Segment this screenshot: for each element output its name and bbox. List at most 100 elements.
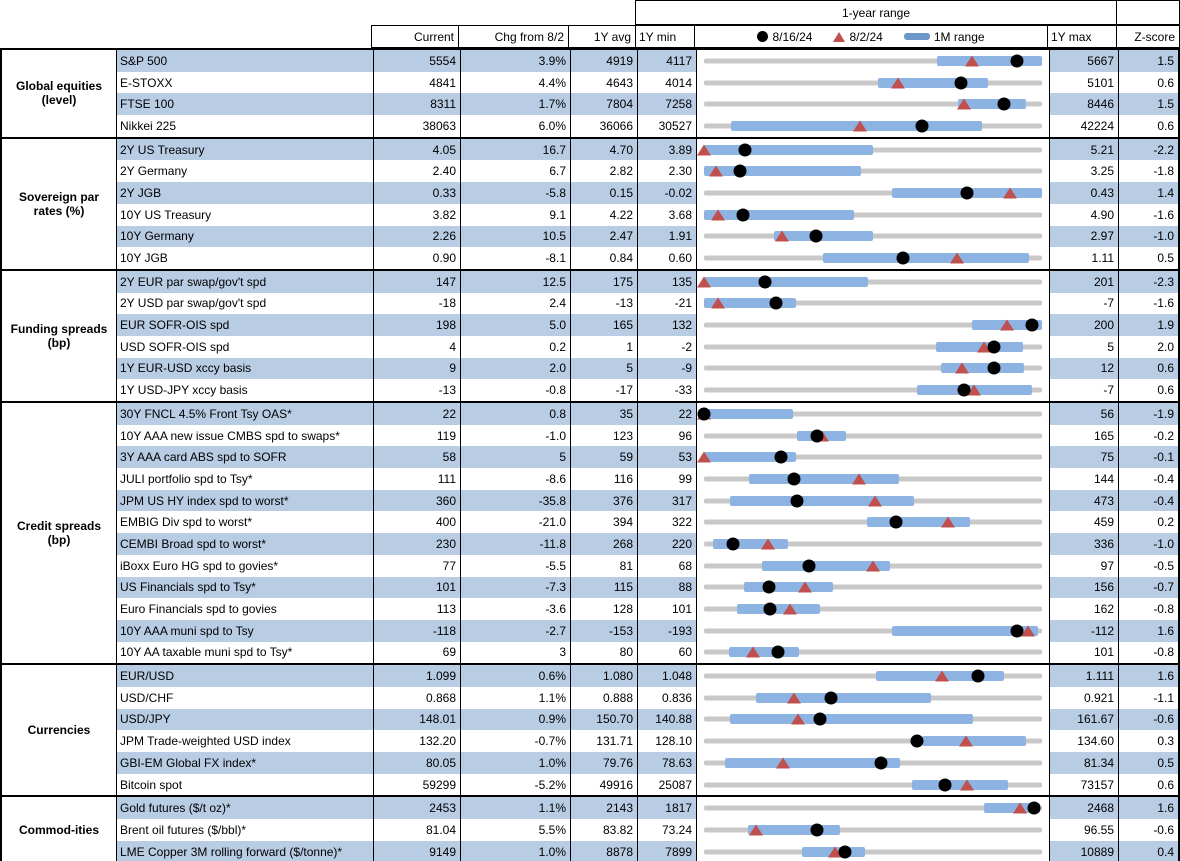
- cell-current: 198: [374, 314, 461, 336]
- table-row: 1Y EUR-USD xccy basis 9 2.0 5 -9 12 0.6: [117, 357, 1178, 380]
- section-rows: S&P 500 5554 3.9% 4919 4117 5667 1.5 E-STOXX 484…: [117, 50, 1178, 137]
- one-month-range-bar: [774, 231, 873, 242]
- cell-1y-avg: 1: [571, 335, 638, 358]
- cell-current: 132.20: [374, 730, 461, 752]
- column-header-current: Current: [371, 25, 459, 48]
- cell-instrument: JULI portfolio spd to Tsy*: [117, 468, 374, 490]
- table-row: EUR/USD 1.099 0.6% 1.080 1.048 1.111 1.6: [117, 665, 1178, 687]
- cell-1y-max: 42224: [1050, 115, 1119, 137]
- cell-current: 360: [374, 489, 461, 512]
- cell-1y-max: 0.43: [1050, 182, 1119, 204]
- cell-z-score: 1.6: [1119, 619, 1178, 642]
- cell-chg: -35.8: [461, 489, 571, 512]
- range-track: [704, 533, 1042, 555]
- section: Currencies EUR/USD 1.099 0.6% 1.080 1.048 1.11…: [2, 663, 1178, 796]
- cell-instrument: EUR SOFR-OIS spd: [117, 314, 374, 336]
- one-month-range-bar: [749, 473, 900, 484]
- range-track: [697, 403, 1042, 425]
- prev-date-triangle-icon: [697, 144, 711, 156]
- one-year-range-line: [704, 322, 1042, 328]
- range-chart: [697, 489, 1050, 512]
- range-track: [704, 379, 1042, 401]
- cell-z-score: -1.6: [1119, 292, 1178, 315]
- cell-1y-avg: 4.22: [571, 203, 638, 226]
- range-track: [704, 468, 1042, 490]
- cell-instrument: GBI-EM Global FX index*: [117, 752, 374, 774]
- table-row: USD/CHF 0.868 1.1% 0.888 0.836 0.921 -1.1: [117, 686, 1178, 709]
- cell-current: 4: [374, 335, 461, 358]
- cell-z-score: 0.6: [1119, 71, 1178, 94]
- table-row: EUR SOFR-OIS spd 198 5.0 165 132 200 1.9: [117, 314, 1178, 336]
- cell-1y-max: 5101: [1050, 71, 1119, 94]
- cell-1y-min: 317: [638, 489, 697, 512]
- cell-z-score: 0.3: [1119, 730, 1178, 752]
- one-month-range-bar: [704, 166, 861, 177]
- cell-instrument: 3Y AAA card ABS spd to SOFR: [117, 446, 374, 469]
- current-date-dot-icon: [971, 669, 985, 683]
- cell-chg: 1.1%: [461, 686, 571, 709]
- section-label: Commod-ities: [2, 797, 117, 861]
- cell-z-score: 1.9: [1119, 314, 1178, 336]
- one-year-range-line: [704, 433, 1042, 439]
- cell-1y-min: 73.24: [638, 819, 697, 841]
- cell-current: 111: [374, 468, 461, 490]
- table-row: 10Y JGB 0.90 -8.1 0.84 0.60 1.11 0.5: [117, 247, 1178, 269]
- cell-instrument: 1Y EUR-USD xccy basis: [117, 357, 374, 380]
- section-label: Funding spreads (bp): [2, 270, 117, 401]
- cell-instrument: USD SOFR-OIS spd: [117, 335, 374, 358]
- cell-z-score: -0.8: [1119, 598, 1178, 620]
- cell-instrument: EUR/USD: [117, 665, 374, 687]
- range-track: [704, 490, 1042, 512]
- cell-1y-max: 4.90: [1050, 203, 1119, 226]
- cell-chg: 0.8: [461, 403, 571, 425]
- cell-1y-min: 96: [638, 424, 697, 447]
- prev-date-triangle-icon: [786, 692, 801, 704]
- cell-1y-max: 5667: [1050, 50, 1119, 72]
- current-date-dot-icon: [762, 580, 776, 594]
- table-row: 10Y Germany 2.26 10.5 2.47 1.91 2.97 -1.0: [117, 225, 1178, 248]
- cell-instrument: LME Copper 3M rolling forward ($/tonne)*: [117, 840, 374, 861]
- cell-current: 77: [374, 554, 461, 577]
- column-header-1y-max: 1Y max: [1047, 25, 1117, 48]
- cell-z-score: -0.7: [1119, 576, 1178, 599]
- cell-1y-max: 161.67: [1050, 708, 1119, 731]
- cell-1y-max: 3.25: [1050, 160, 1119, 183]
- cell-1y-avg: 80: [571, 641, 638, 664]
- cell-1y-min: 25087: [638, 773, 697, 796]
- table-row: 3Y AAA card ABS spd to SOFR 58 5 59 53 75 -0.1: [117, 446, 1178, 469]
- cell-1y-avg: 1.080: [571, 665, 638, 687]
- range-track: [704, 204, 1042, 226]
- cell-chg: -11.8: [461, 533, 571, 555]
- range-track: [704, 730, 1042, 752]
- table-row: 2Y EUR par swap/gov't spd 147 12.5 175 135 20…: [117, 270, 1178, 293]
- prev-date-triangle-icon: [746, 646, 761, 658]
- one-year-range-line: [704, 212, 1042, 218]
- cell-1y-avg: -153: [571, 619, 638, 642]
- column-header-1y-min: 1Y min: [635, 25, 695, 48]
- cell-1y-max: 156: [1050, 576, 1119, 599]
- current-date-dot-icon: [915, 119, 929, 133]
- prev-date-triangle-icon: [935, 670, 950, 682]
- cell-chg: 5.0: [461, 314, 571, 336]
- cell-current: 58: [374, 446, 461, 469]
- cell-1y-min: -9: [638, 357, 697, 380]
- cell-1y-avg: 116: [571, 468, 638, 490]
- cell-z-score: 0.5: [1119, 247, 1178, 269]
- cell-current: 4.05: [374, 138, 461, 161]
- cell-1y-max: 5.21: [1050, 138, 1119, 161]
- cell-z-score: -0.1: [1119, 446, 1178, 469]
- prev-date-triangle-icon: [760, 538, 775, 550]
- table-row: JPM US HY index spd to worst* 360 -35.8 376…: [117, 489, 1178, 512]
- cell-1y-avg: 131.71: [571, 730, 638, 752]
- section-label: Sovereign par rates (%): [2, 138, 117, 269]
- cell-instrument: Gold futures ($/t oz)*: [117, 797, 374, 820]
- cell-1y-min: 101: [638, 598, 697, 620]
- cell-current: 8311: [374, 93, 461, 116]
- one-month-range-bar: [823, 253, 1029, 264]
- range-chart: [697, 138, 1050, 161]
- cell-1y-avg: 165: [571, 314, 638, 336]
- cell-1y-min: 4117: [638, 50, 697, 72]
- cell-instrument: 10Y JGB: [117, 247, 374, 269]
- one-year-range-line: [704, 454, 1042, 460]
- current-date-dot-icon: [813, 712, 827, 726]
